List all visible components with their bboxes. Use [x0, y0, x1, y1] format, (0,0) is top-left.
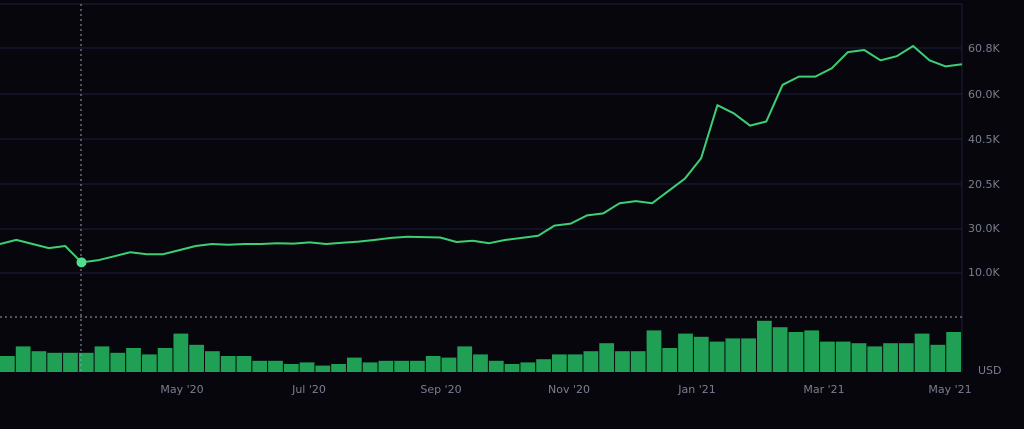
y-tick-label: 40.5K	[968, 133, 1000, 146]
chart-grid	[0, 3, 963, 372]
volume-bar	[252, 360, 268, 372]
volume-bar	[851, 343, 867, 372]
volume-bar	[741, 338, 756, 372]
volume-bar	[536, 359, 551, 372]
volume-bar	[693, 336, 709, 372]
volume-bar	[378, 360, 394, 372]
volume-bar	[78, 352, 94, 372]
volume-bar	[47, 352, 63, 372]
volume-bar	[788, 332, 804, 372]
volume-bar	[615, 351, 630, 372]
volume-bar	[551, 354, 567, 372]
volume-bar	[283, 364, 299, 372]
volume-bar	[709, 341, 725, 372]
volume-bar	[567, 354, 583, 372]
hover-point-marker[interactable]	[76, 257, 87, 268]
volume-bar	[441, 357, 457, 372]
volume-bar	[678, 333, 693, 372]
volume-bar	[205, 351, 220, 372]
y-tick-label: 10.0K	[968, 266, 1000, 279]
volume-bar	[930, 344, 946, 372]
volume-bar	[756, 320, 772, 372]
volume-bar	[346, 357, 362, 372]
volume-bar	[946, 332, 961, 372]
volume-bar	[331, 364, 346, 372]
volume-bars	[0, 320, 961, 372]
y-tick-label: 60.8K	[968, 42, 1000, 55]
volume-bar	[157, 348, 173, 372]
volume-bar	[725, 338, 741, 372]
x-tick-label: Sep '20	[420, 383, 461, 396]
volume-bar	[220, 356, 236, 372]
volume-bar	[473, 354, 488, 372]
volume-bar	[0, 356, 15, 372]
x-axis-labels: May '20 Jul '20 Sep '20 Nov '20 Jan '21 Mar '…	[160, 383, 971, 396]
volume-bar	[488, 360, 504, 372]
y-tick-label: 20.5K	[968, 178, 1000, 191]
volume-bar	[299, 362, 315, 372]
volume-bar	[914, 333, 930, 372]
volume-bar	[504, 364, 520, 372]
volume-bar	[236, 356, 252, 372]
volume-bar	[141, 354, 157, 372]
volume-bar	[772, 327, 788, 372]
volume-bar	[15, 346, 31, 372]
volume-bar	[520, 362, 536, 372]
volume-bar	[173, 333, 189, 372]
volume-bar	[110, 352, 126, 372]
volume-bar	[630, 351, 646, 372]
volume-axis-label: USD	[978, 364, 1002, 377]
price-line	[0, 45, 963, 264]
volume-bar	[126, 348, 141, 372]
y-tick-label: 60.0K	[968, 88, 1000, 101]
volume-bar	[394, 360, 410, 372]
volume-bar	[457, 346, 473, 372]
y-tick-label: 30.0K	[968, 222, 1000, 235]
volume-bar	[867, 346, 883, 372]
x-tick-label: Mar '21	[803, 383, 844, 396]
volume-bar	[662, 348, 678, 372]
volume-bar	[425, 356, 441, 372]
volume-bar	[820, 341, 835, 372]
x-tick-label: Nov '20	[548, 383, 590, 396]
volume-bar	[63, 352, 78, 372]
y-axis-labels: 60.8K 60.0K 40.5K 20.5K 30.0K 10.0K	[968, 42, 1000, 279]
volume-bar	[883, 343, 898, 372]
x-tick-label: Jan '21	[677, 383, 715, 396]
volume-bar	[189, 344, 205, 372]
volume-bar	[599, 343, 615, 372]
volume-bar	[268, 360, 283, 372]
volume-bar	[835, 341, 851, 372]
x-tick-label: May '21	[928, 383, 971, 396]
x-tick-label: Jul '20	[291, 383, 326, 396]
x-tick-label: May '20	[160, 383, 203, 396]
volume-bar	[646, 330, 662, 372]
volume-bar	[898, 343, 914, 372]
volume-bar	[583, 351, 599, 372]
volume-bar	[94, 346, 110, 372]
volume-bar	[315, 365, 331, 372]
volume-bar	[410, 360, 425, 372]
volume-bar	[31, 351, 47, 372]
volume-bar	[804, 330, 820, 372]
volume-bar	[362, 362, 378, 372]
